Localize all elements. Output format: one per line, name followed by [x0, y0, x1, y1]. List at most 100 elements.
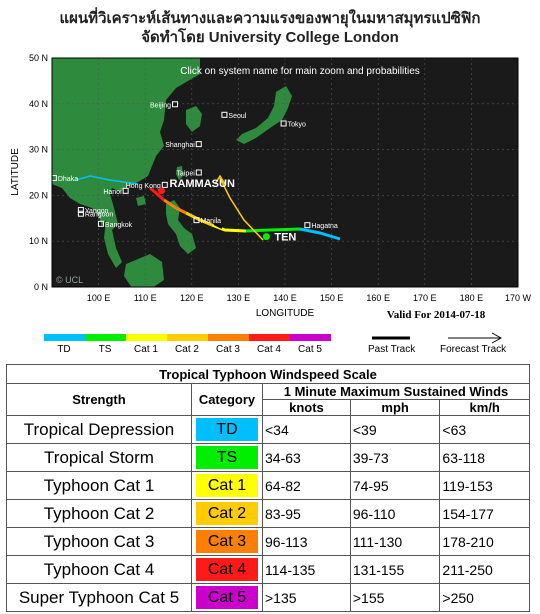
- longitude-tick-label: 160 E: [366, 293, 390, 303]
- legend-swatches: [44, 332, 503, 344]
- category-cell: Cat 4: [191, 555, 263, 584]
- city-label: Beijing: [150, 102, 171, 109]
- category-legend: TD TS Cat 1 Cat 2 Cat 3 Cat 4 Cat 5 Past Track…: [0, 330, 540, 356]
- city-label: Hong Kong: [126, 183, 161, 190]
- latitude-tick-label: 30 N: [29, 145, 48, 155]
- header-mph: mph: [349, 399, 441, 416]
- storm-center-marker[interactable]: [262, 233, 270, 241]
- strength-cell: Tropical Depression: [6, 415, 192, 444]
- mph-cell: 74-95: [349, 471, 441, 500]
- forecast-arrow-icon: [491, 332, 503, 344]
- latitude-tick-label: 10 N: [29, 236, 48, 246]
- strength-cell: Typhoon Cat 4: [6, 555, 192, 584]
- category-cell: TS: [191, 443, 263, 472]
- city-label: Tokyo: [288, 121, 306, 128]
- rammasun-track-cat4: [149, 186, 165, 202]
- city-label: Yangon: [85, 208, 109, 215]
- mph-cell: 111-130: [349, 527, 441, 556]
- legend-label: TD: [57, 344, 71, 355]
- storm-name-link[interactable]: RAMMASUN: [170, 178, 235, 190]
- y-axis-label: LATITUDE: [10, 148, 21, 196]
- rammasun-past-track: [213, 223, 223, 229]
- legend-swatch: [290, 334, 331, 341]
- category-swatch: Cat 2: [196, 502, 258, 525]
- forecast-track-label: Forecast Track: [440, 344, 507, 355]
- latitude-tick-label: 40 N: [29, 99, 48, 109]
- map-title: แผนที่วิเคราะห์เส้นทางและความแรงของพายุใ…: [59, 10, 481, 27]
- kmh-cell: 178-210: [439, 527, 530, 556]
- land-masses: [52, 58, 292, 287]
- mph-cell: 131-155: [349, 555, 441, 584]
- longitude-ticks: 100 E 110 E 120 E 130 E 140 E 150 E 160 E 170 E…: [87, 293, 532, 303]
- kmh-cell: 154-177: [439, 499, 530, 528]
- typhoon-map[interactable]: Beijing Seoul Tokyo Shanghai Taipei Hong Kong…: [0, 48, 540, 330]
- knots-cell: >135: [262, 583, 351, 612]
- category-cell: TD: [191, 415, 263, 444]
- scale-row: Typhoon Cat 4 Cat 4 114-135 131-155 211-250: [6, 555, 530, 584]
- city-marker-icon: [77, 210, 84, 217]
- latitude-tick-label: 50 N: [29, 53, 48, 63]
- legend-label: Cat 3: [216, 344, 240, 355]
- map-instruction: Click on system name for main zoom and p…: [180, 66, 420, 77]
- category-cell: Cat 5: [191, 583, 263, 612]
- longitude-tick-label: 150 E: [320, 293, 344, 303]
- longitude-tick-label: 110 E: [134, 293, 157, 303]
- strength-cell: Super Typhoon Cat 5: [6, 583, 192, 612]
- ten-forecast-track: [219, 177, 264, 241]
- city-marker-icon: [195, 141, 202, 148]
- kmh-cell: 63-118: [439, 443, 530, 472]
- scale-row: Typhoon Cat 3 Cat 3 96-113 111-130 178-210: [6, 527, 530, 556]
- knots-cell: 114-135: [262, 555, 351, 584]
- storm-center-marker[interactable]: [158, 187, 166, 195]
- city-marker-icon: [280, 120, 287, 127]
- longitude-tick-label: 180 E: [460, 293, 484, 303]
- strength-cell: Tropical Storm: [6, 443, 192, 472]
- legend-swatch: [208, 334, 249, 341]
- kmh-cell: 119-153: [439, 471, 530, 500]
- city-label: Hanoi: [103, 189, 122, 196]
- legend-label: Cat 2: [175, 344, 199, 355]
- longitude-tick-label: 170 W: [505, 293, 532, 303]
- legend-label: Cat 4: [257, 344, 281, 355]
- header-winds: 1 Minute Maximum Sustained Winds: [262, 383, 530, 400]
- legend-swatch: [126, 334, 167, 341]
- scale-row: Typhoon Cat 1 Cat 1 64-82 74-95 119-153: [6, 471, 530, 500]
- mph-cell: 96-110: [349, 499, 441, 528]
- mph-cell: <39: [349, 415, 441, 444]
- city-label: Seoul: [228, 113, 246, 120]
- rammasun-forecast-track: [75, 175, 139, 185]
- ucl-watermark: © UCL: [56, 275, 83, 285]
- city-marker-icon: [122, 187, 129, 194]
- legend-label: Cat 1: [134, 344, 158, 355]
- knots-cell: <34: [262, 415, 351, 444]
- scale-row: Super Typhoon Cat 5 Cat 5 >135 >155 >250: [6, 583, 530, 612]
- longitude-tick-label: 140 E: [273, 293, 297, 303]
- category-swatch: Cat 5: [196, 586, 258, 609]
- header-category: Category: [191, 383, 263, 416]
- city-marker-icon: [304, 222, 311, 229]
- scale-row: Typhoon Cat 2 Cat 2 83-95 96-110 154-177: [6, 499, 530, 528]
- city-marker-icon: [193, 217, 200, 224]
- scale-title: Tropical Typhoon Windspeed Scale: [6, 364, 530, 384]
- scale-row: Tropical Storm TS 34-63 39-73 63-118: [6, 443, 530, 472]
- strength-cell: Typhoon Cat 1: [6, 471, 192, 500]
- longitude-tick-label: 100 E: [87, 293, 111, 303]
- kmh-cell: <63: [439, 415, 530, 444]
- past-track-label: Past Track: [368, 344, 416, 355]
- strength-cell: Typhoon Cat 2: [6, 499, 192, 528]
- category-swatch: Cat 4: [196, 558, 258, 581]
- rammasun-track-cat3: [163, 198, 187, 215]
- city-marker-icon: [221, 111, 228, 118]
- knots-cell: 34-63: [262, 443, 351, 472]
- header-kmh: km/h: [439, 399, 530, 416]
- category-swatch: Cat 1: [196, 474, 258, 497]
- header-strength: Strength: [6, 383, 192, 416]
- storm-markers[interactable]: RAMMASUN TEN: [158, 178, 296, 244]
- category-cell: Cat 2: [191, 499, 263, 528]
- header-knots: knots: [262, 399, 351, 416]
- storm-name-link[interactable]: TEN: [274, 232, 296, 244]
- rammasun-track-cat2: [185, 211, 213, 227]
- legend-label: Cat 5: [298, 344, 322, 355]
- legend-swatch: [249, 334, 290, 341]
- rammasun-track-cat1: [211, 223, 247, 233]
